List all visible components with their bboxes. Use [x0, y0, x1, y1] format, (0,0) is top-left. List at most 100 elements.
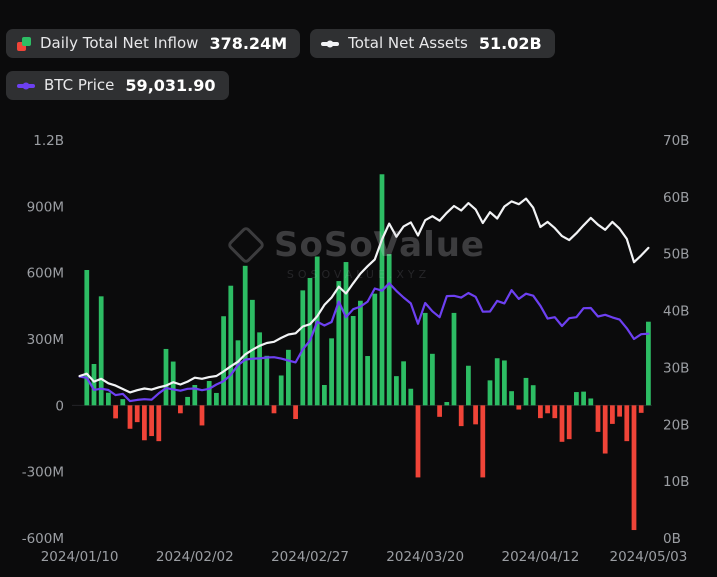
inflow-bar: [264, 355, 270, 406]
left-axis-tick: -600M: [22, 531, 64, 547]
inflow-bar: [552, 405, 558, 419]
inflow-bar: [581, 391, 586, 406]
inflow-bar: [286, 349, 291, 406]
btc-legend-value: 59,031.90: [125, 76, 216, 95]
right-axis-tick: 20B: [663, 417, 689, 433]
btc-price-line-icon: [17, 82, 35, 89]
inflow-bar: [350, 316, 356, 406]
inflow-bar: [278, 375, 284, 406]
inflow-bar: [228, 285, 234, 406]
inflow-bar: [530, 385, 536, 406]
inflow-bar: [127, 405, 133, 429]
inflow-bar: [473, 405, 478, 425]
inflow-bar: [84, 270, 90, 406]
legend-chip-btc-price[interactable]: BTC Price 59,031.90: [6, 71, 229, 100]
left-axis-tick: 300M: [27, 332, 64, 348]
btc-price-line: [78, 282, 650, 403]
inflow-bar: [322, 384, 327, 406]
net-assets-legend-value: 51.02B: [478, 34, 542, 53]
inflow-bar: [509, 391, 514, 406]
inflow-bar: [566, 405, 572, 440]
x-axis-tick: 2024/05/03: [609, 549, 687, 565]
inflow-bar: [588, 398, 594, 406]
inflow-bar: [257, 332, 262, 406]
legend-row-1: Daily Total Net Inflow 378.24M Total Net…: [6, 29, 555, 58]
right-axis-tick: 30B: [663, 360, 689, 376]
net-assets-legend-label: Total Net Assets: [348, 34, 468, 52]
right-axis-tick: 50B: [663, 247, 689, 263]
x-axis-tick: 2024/04/12: [501, 549, 579, 565]
inflow-bar: [494, 358, 500, 406]
inflow-bar: [214, 392, 219, 406]
btc-legend-label: BTC Price: [44, 76, 115, 94]
net-assets-line-icon: [321, 40, 340, 47]
inflow-bar: [458, 405, 464, 427]
inflow-bar: [595, 405, 601, 432]
left-axis-tick: 0: [55, 398, 64, 414]
inflow-bar: [516, 405, 522, 410]
inflow-bar: [343, 262, 349, 406]
left-axis-tick: -300M: [22, 465, 64, 481]
inflow-bar: [185, 396, 190, 406]
inflow-legend-label: Daily Total Net Inflow: [40, 34, 199, 52]
inflow-bar: [336, 281, 342, 406]
inflow-bar: [617, 405, 622, 417]
inflow-bars-icon: [17, 36, 31, 51]
legend-chip-total-net-assets[interactable]: Total Net Assets 51.02B: [310, 29, 555, 58]
inflow-bar: [91, 363, 97, 406]
inflow-bar: [163, 348, 169, 406]
inflow-bar: [199, 405, 205, 426]
inflow-bar: [293, 405, 298, 420]
left-axis-tick: 1.2B: [33, 133, 64, 149]
inflow-bar: [451, 312, 457, 406]
inflow-bar: [574, 392, 579, 406]
inflow-bar: [480, 405, 486, 478]
inflow-bar: [401, 361, 406, 406]
inflow-bar: [430, 353, 435, 406]
inflow-bar: [624, 405, 630, 442]
net-assets-line: [78, 197, 650, 394]
x-axis-tick: 2024/01/10: [41, 549, 119, 565]
right-axis-tick: 10B: [663, 474, 689, 490]
inflow-bar: [271, 405, 277, 414]
inflow-bar: [365, 356, 370, 406]
right-axis-tick: 0B: [663, 531, 681, 547]
inflow-bar: [106, 392, 111, 406]
inflow-bar: [170, 361, 176, 406]
right-axis-tick: 70B: [663, 133, 689, 149]
inflow-bar: [422, 312, 428, 406]
inflow-bar: [178, 405, 183, 414]
inflow-bar: [192, 384, 198, 406]
inflow-bar: [631, 405, 637, 531]
legend-row-2: BTC Price 59,031.90: [6, 71, 229, 100]
inflow-bar: [235, 340, 241, 406]
inflow-bar: [437, 405, 442, 417]
inflow-bar: [466, 365, 471, 406]
inflow-bar: [502, 360, 507, 406]
inflow-bar: [386, 254, 392, 406]
inflow-bar: [149, 405, 154, 437]
inflow-bar: [408, 388, 414, 406]
inflow-bar: [250, 299, 255, 406]
x-axis-tick: 2024/02/02: [156, 549, 234, 565]
inflow-bar: [314, 256, 320, 406]
legend-chip-daily-net-inflow[interactable]: Daily Total Net Inflow 378.24M: [6, 29, 301, 58]
inflow-bar: [358, 300, 363, 406]
left-axis-tick: 600M: [27, 266, 64, 282]
inflow-bar: [98, 296, 104, 406]
inflow-bar: [120, 399, 126, 406]
inflow-bar: [156, 405, 162, 442]
inflow-bar: [394, 376, 399, 406]
inflow-bar: [646, 321, 651, 406]
inflow-bar: [372, 293, 378, 406]
inflow-bar: [142, 405, 147, 441]
inflow-bar: [415, 405, 421, 478]
inflow-bar: [206, 381, 212, 406]
inflow-bar: [113, 405, 118, 419]
inflow-bar: [329, 338, 334, 406]
inflow-bar: [602, 405, 608, 454]
left-axis-tick: 900M: [27, 199, 64, 215]
x-axis-tick: 2024/03/20: [386, 549, 464, 565]
right-axis-tick: 60B: [663, 190, 689, 206]
right-axis-tick: 40B: [663, 304, 689, 320]
